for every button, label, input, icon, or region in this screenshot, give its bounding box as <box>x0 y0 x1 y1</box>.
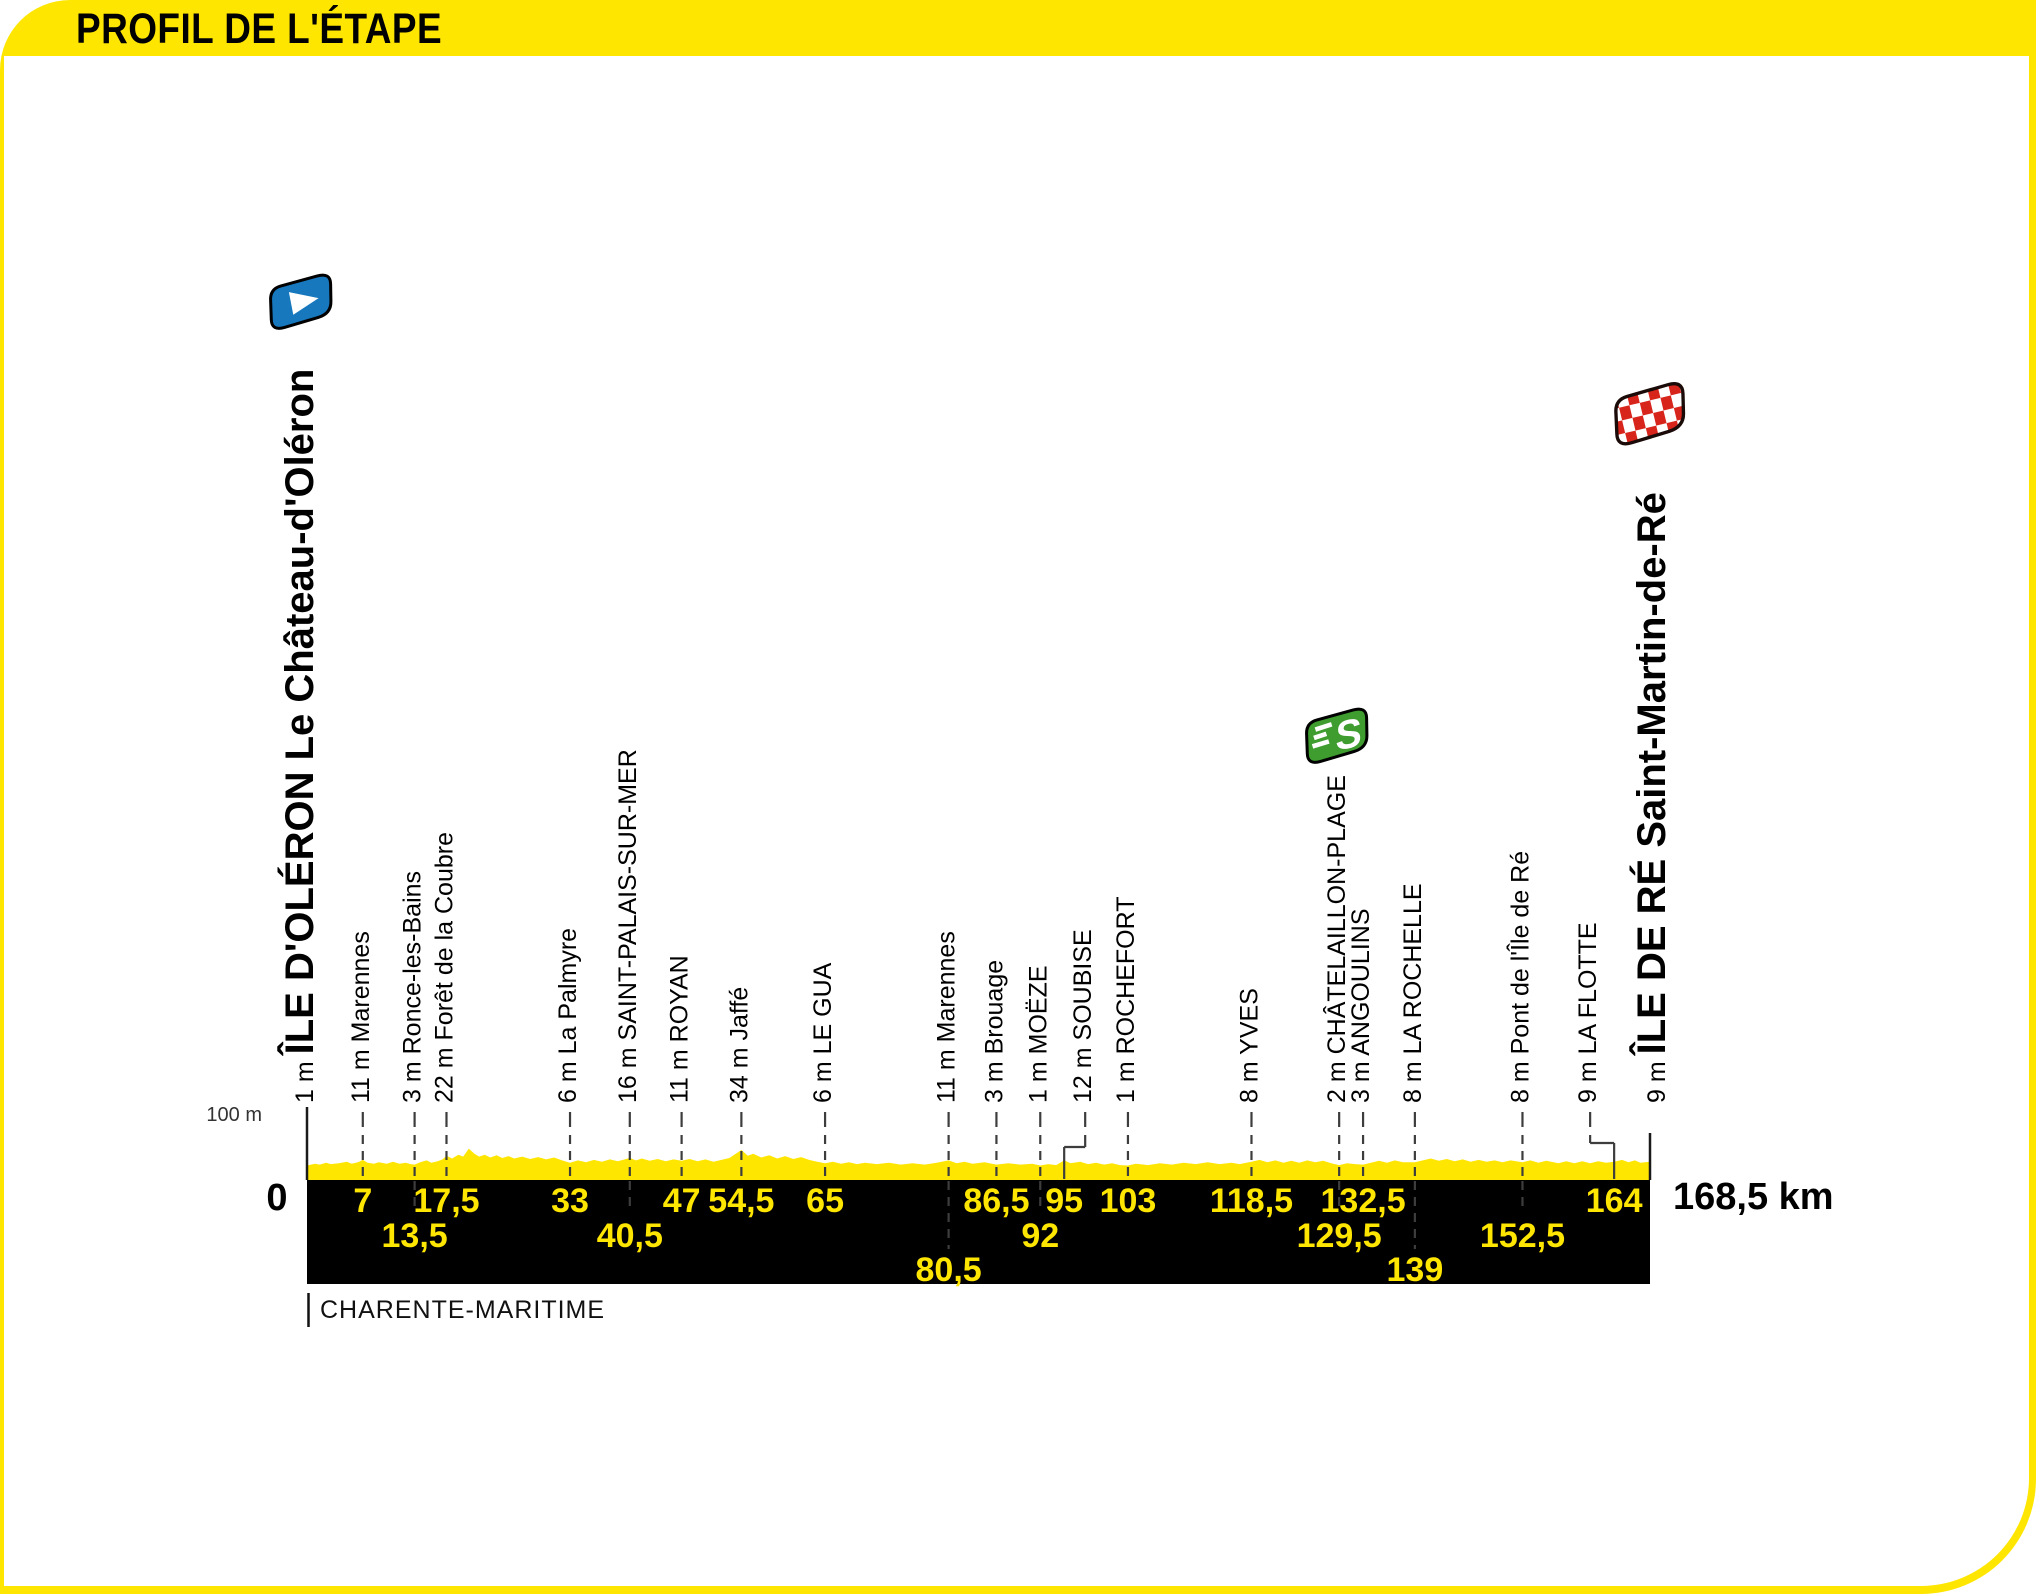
waypoint-label-ronce-les-bains: 3 m Ronce-les-Bains <box>399 871 427 1103</box>
km-marker-13-5: 13,5 <box>382 1217 448 1255</box>
km-marker-132-5: 132,5 <box>1321 1182 1406 1220</box>
waypoint-label-le-d-ol-ron-le-ch-teau-d-ol-ron: 1 m ÎLE D'OLÉRON Le Château-d'Oléron <box>276 369 322 1103</box>
waypoint-label-brouage: 3 m Brouage <box>980 960 1008 1103</box>
distance-axis-bar <box>307 1180 1650 1284</box>
km-marker-54-5: 54,5 <box>708 1182 774 1220</box>
waypoint-label-mo-ze: 1 m MOËZE <box>1024 965 1052 1103</box>
km-marker-103: 103 <box>1100 1182 1157 1220</box>
waypoint-label-saint-palais-sur-mer: 16 m SAINT-PALAIS-SUR-MER <box>614 749 642 1103</box>
waypoint-label-royan: 11 m ROYAN <box>666 955 694 1103</box>
waypoint-label-la-flotte: 9 m LA FLOTTE <box>1574 922 1602 1103</box>
total-distance-label: 168,5 km <box>1673 1176 1834 1218</box>
km-marker-47: 47 <box>663 1182 701 1220</box>
waypoint-label-rochefort: 1 m ROCHEFORT <box>1112 897 1140 1104</box>
km-marker-40-5: 40,5 <box>597 1217 663 1255</box>
waypoint-label-jaff: 34 m Jaffé <box>725 987 753 1103</box>
waypoint-label-la-rochelle: 8 m LA ROCHELLE <box>1399 883 1427 1103</box>
start-flag-icon <box>269 273 333 330</box>
svg-text:S: S <box>1335 708 1362 760</box>
waypoint-label-for-t-de-la-coubre: 22 m Forêt de la Coubre <box>430 832 458 1103</box>
km-marker-33: 33 <box>551 1182 589 1220</box>
km-marker-7: 7 <box>353 1182 372 1220</box>
department-label: CHARENTE-MARITIME <box>320 1296 605 1324</box>
km-marker-80-5: 80,5 <box>916 1251 982 1289</box>
waypoint-label-marennes: 11 m Marennes <box>347 931 375 1103</box>
waypoint-label-pont-de-l-le-de-r: 8 m Pont de l'Île de Ré <box>1505 851 1534 1103</box>
elevation-profile-area <box>307 1148 1650 1180</box>
km-marker-92: 92 <box>1021 1217 1059 1255</box>
profile-panel <box>4 56 2029 1586</box>
sprint-flag-icon: S <box>1305 707 1369 764</box>
waypoint-label-ch-telaillon-plage: 2 m CHÂTELAILLON-PLAGE <box>1322 775 1351 1103</box>
waypoint-label-le-de-r-saint-martin-de-r: 9 m ÎLE DE RÉ Saint-Martin-de-Ré <box>1628 492 1674 1103</box>
page-title: PROFIL DE L'ÉTAPE <box>76 5 443 53</box>
finish-flag-icon <box>1608 380 1692 446</box>
km-marker-95: 95 <box>1045 1182 1083 1220</box>
waypoint-label-soubise: 12 m SOUBISE <box>1069 929 1097 1103</box>
km-origin-label: 0 <box>266 1177 287 1219</box>
waypoint-label-yves: 8 m YVES <box>1235 988 1263 1103</box>
km-marker-17-5: 17,5 <box>413 1182 479 1220</box>
waypoint-label-angoulins: 3 m ANGOULINS <box>1347 908 1375 1103</box>
km-marker-118-5: 118,5 <box>1210 1182 1293 1220</box>
km-marker-65: 65 <box>806 1182 844 1220</box>
km-marker-139: 139 <box>1387 1251 1444 1289</box>
km-marker-129-5: 129,5 <box>1297 1217 1382 1255</box>
elevation-scale-label: 100 m <box>206 1104 262 1126</box>
waypoint-label-la-palmyre: 6 m La Palmyre <box>554 928 582 1103</box>
km-marker-164: 164 <box>1586 1182 1643 1220</box>
km-marker-86-5: 86,5 <box>963 1182 1029 1220</box>
km-marker-152-5: 152,5 <box>1480 1217 1565 1255</box>
waypoint-label-marennes: 11 m Marennes <box>933 931 961 1103</box>
waypoint-label-le-gua: 6 m LE GUA <box>809 962 837 1103</box>
